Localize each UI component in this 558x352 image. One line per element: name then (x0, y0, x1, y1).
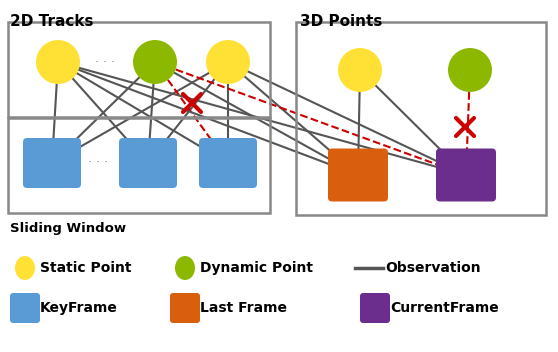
Text: CurrentFrame: CurrentFrame (390, 301, 499, 315)
Text: Static Point: Static Point (40, 261, 132, 275)
Circle shape (133, 40, 177, 84)
FancyBboxPatch shape (170, 293, 200, 323)
Ellipse shape (15, 256, 35, 280)
Text: Sliding Window: Sliding Window (10, 222, 126, 235)
Bar (8, 22, 270, 117)
FancyBboxPatch shape (199, 138, 257, 188)
Text: · · ·: · · · (88, 157, 108, 170)
Circle shape (448, 48, 492, 92)
Text: Dynamic Point: Dynamic Point (200, 261, 313, 275)
FancyBboxPatch shape (328, 149, 388, 201)
Text: · · ·: · · · (95, 56, 115, 69)
FancyBboxPatch shape (436, 149, 496, 201)
FancyBboxPatch shape (10, 293, 40, 323)
Text: 2D Tracks: 2D Tracks (10, 14, 94, 29)
Text: Observation: Observation (385, 261, 480, 275)
Circle shape (36, 40, 80, 84)
FancyBboxPatch shape (360, 293, 390, 323)
Text: KeyFrame: KeyFrame (40, 301, 118, 315)
Bar (296, 22, 546, 215)
Circle shape (338, 48, 382, 92)
Text: Last Frame: Last Frame (200, 301, 287, 315)
Bar (8, 118, 270, 213)
FancyBboxPatch shape (119, 138, 177, 188)
Circle shape (206, 40, 250, 84)
Ellipse shape (175, 256, 195, 280)
Text: 3D Points: 3D Points (300, 14, 382, 29)
FancyBboxPatch shape (23, 138, 81, 188)
